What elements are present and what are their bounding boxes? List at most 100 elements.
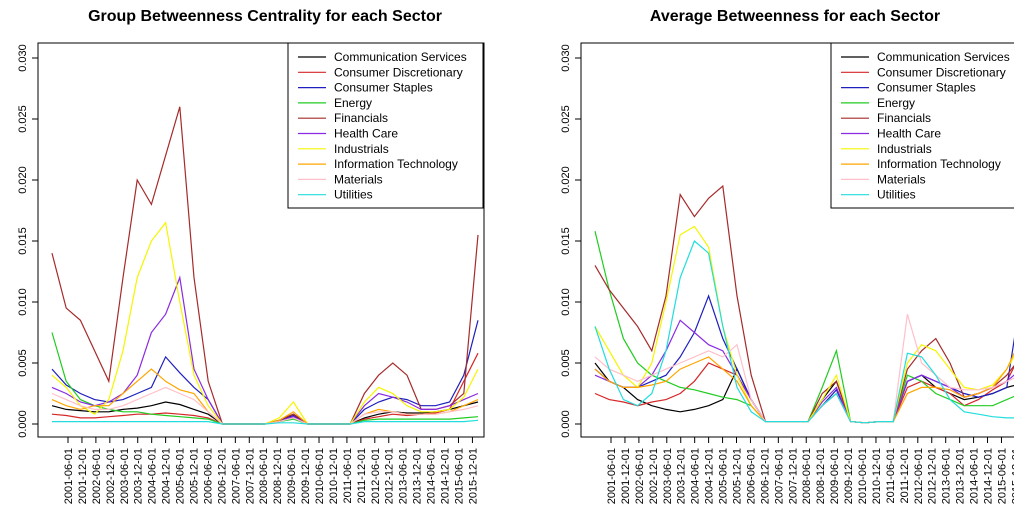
- legend-label: Communication Services: [334, 50, 467, 64]
- x-tick-label: 2014-12-01: [983, 448, 995, 504]
- series-lines: [594, 184, 1014, 424]
- x-tick-label: 2010-12-01: [328, 448, 340, 504]
- legend-label: Information Technology: [877, 157, 1001, 171]
- x-tick-label: 2008-06-01: [258, 448, 270, 504]
- y-tick-label: 0.025: [560, 105, 572, 133]
- y-tick-label: 0.015: [560, 227, 572, 255]
- x-tick-label: 2006-06-01: [202, 448, 214, 504]
- series-line-materials: [594, 314, 1014, 424]
- x-axis: 2001-06-01 2001-12-01 2002-06-01 2002-12-01…: [606, 437, 1014, 504]
- legend-label: Industrials: [877, 142, 932, 156]
- y-tick-label: 0.005: [17, 349, 29, 377]
- legend-label: Health Care: [334, 127, 398, 141]
- x-tick-label: 2011-12-01: [899, 448, 911, 503]
- chart-title: Average Betweenness for each Sector: [650, 8, 940, 25]
- x-tick-label: 2009-12-01: [300, 448, 312, 504]
- x-tick-label: 2005-12-01: [732, 448, 744, 504]
- x-tick-label: 2012-12-01: [927, 448, 939, 504]
- series-line-energy: [51, 332, 479, 425]
- y-tick-label: 0.020: [560, 166, 572, 194]
- x-tick-label: 2010-06-01: [314, 448, 326, 504]
- x-tick-label: 2003-12-01: [676, 448, 688, 504]
- x-tick-label: 2001-12-01: [620, 448, 632, 504]
- y-tick-label: 0.000: [17, 410, 29, 438]
- legend-label: Consumer Staples: [334, 81, 433, 95]
- x-tick-label: 2002-12-01: [105, 448, 117, 504]
- x-tick-label: 2012-06-01: [370, 448, 382, 504]
- x-tick-label: 2011-06-01: [885, 448, 897, 503]
- x-tick-label: 2015-12-01: [1010, 448, 1014, 504]
- y-axis: 0.000 0.005 0.010 0.015 0.020 0.025 0.030: [560, 44, 581, 438]
- series-line-consumer-staples: [594, 294, 1014, 424]
- x-tick-label: 2004-06-01: [690, 448, 702, 504]
- legend-label: Utilities: [877, 188, 916, 202]
- series-line-information-technology: [594, 352, 1014, 424]
- x-tick-label: 2013-06-01: [398, 448, 410, 504]
- legend-label: Health Care: [877, 127, 941, 141]
- x-tick-label: 2005-06-01: [718, 448, 730, 504]
- x-tick-label: 2012-12-01: [384, 448, 396, 504]
- x-tick-label: 2007-06-01: [773, 448, 785, 504]
- y-tick-label: 0.005: [560, 349, 572, 377]
- legend-box: [287, 42, 484, 209]
- x-tick-label: 2013-12-01: [412, 448, 424, 504]
- x-tick-label: 2007-06-01: [230, 448, 242, 504]
- x-tick-label: 2001-06-01: [63, 448, 75, 504]
- x-tick-label: 2002-12-01: [648, 448, 660, 504]
- x-tick-label: 2014-12-01: [440, 448, 452, 504]
- y-tick-label: 0.020: [17, 166, 29, 194]
- x-tick-label: 2015-06-01: [996, 448, 1008, 504]
- x-tick-label: 2004-12-01: [161, 448, 173, 504]
- legend-label: Materials: [334, 172, 383, 186]
- series-line-utilities: [594, 239, 1014, 424]
- x-tick-label: 2006-12-01: [759, 448, 771, 504]
- legend-label: Consumer Discretionary: [334, 65, 463, 79]
- x-tick-label: 2008-12-01: [272, 448, 284, 504]
- legend-box: [830, 42, 1014, 209]
- x-tick-label: 2003-06-01: [119, 448, 131, 504]
- chart-panel-1: Group Betweenness Centrality for each Se…: [17, 8, 485, 504]
- x-tick-label: 2005-12-01: [189, 448, 201, 504]
- x-tick-label: 2011-06-01: [342, 448, 354, 503]
- x-tick-label: 2015-06-01: [453, 448, 465, 504]
- x-axis: 2001-06-01 2001-12-01 2002-06-01 2002-12-01…: [63, 437, 479, 504]
- y-tick-label: 0.030: [560, 44, 572, 72]
- x-tick-label: 2008-12-01: [815, 448, 827, 504]
- x-tick-label: 2004-12-01: [704, 448, 716, 504]
- x-tick-label: 2001-12-01: [77, 448, 89, 504]
- chart-title: Group Betweenness Centrality for each Se…: [88, 8, 442, 25]
- legend-label: Energy: [877, 96, 915, 110]
- y-tick-label: 0.000: [560, 410, 572, 438]
- x-tick-label: 2002-06-01: [634, 448, 646, 504]
- legend-label: Materials: [877, 172, 926, 186]
- x-tick-label: 2015-12-01: [467, 448, 479, 504]
- legend-label: Financials: [877, 111, 931, 125]
- legend-label: Consumer Discretionary: [877, 65, 1006, 79]
- y-tick-label: 0.015: [17, 227, 29, 255]
- y-axis: 0.000 0.005 0.010 0.015 0.020 0.025 0.030: [17, 44, 38, 438]
- x-tick-label: 2014-06-01: [969, 448, 981, 504]
- y-tick-label: 0.010: [17, 288, 29, 316]
- legend-label: Energy: [334, 96, 372, 110]
- x-tick-label: 2001-06-01: [606, 448, 618, 504]
- legend-label: Communication Services: [877, 50, 1010, 64]
- series-line-industrials: [594, 225, 1014, 424]
- series-lines: [51, 106, 479, 425]
- legend-label: Information Technology: [334, 157, 458, 171]
- legend-label: Financials: [334, 111, 388, 125]
- x-tick-label: 2007-12-01: [244, 448, 256, 504]
- x-tick-label: 2003-06-01: [662, 448, 674, 504]
- chart-panel-2: Average Betweenness for each Sector 0.000…: [560, 8, 1014, 504]
- x-tick-label: 2006-12-01: [216, 448, 228, 504]
- x-tick-label: 2007-12-01: [787, 448, 799, 504]
- plot-frame: [37, 42, 485, 438]
- x-tick-label: 2004-06-01: [147, 448, 159, 504]
- x-tick-label: 2009-06-01: [829, 448, 841, 504]
- x-tick-label: 2012-06-01: [913, 448, 925, 504]
- plot-frame: [580, 42, 1014, 438]
- x-tick-label: 2002-06-01: [91, 448, 103, 504]
- x-tick-label: 2009-06-01: [286, 448, 298, 504]
- legend-label: Utilities: [334, 188, 373, 202]
